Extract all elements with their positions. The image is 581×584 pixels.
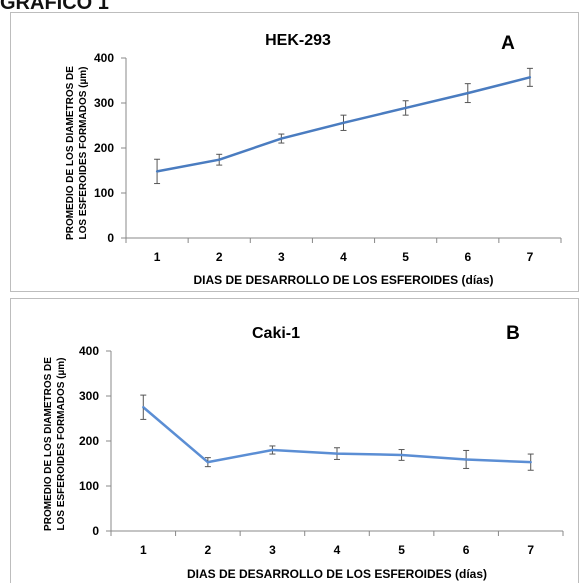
- data-point: [464, 458, 468, 461]
- x-tick-label: 3: [278, 250, 285, 264]
- x-tick-label: 2: [216, 250, 223, 264]
- x-tick-label: 2: [205, 543, 212, 557]
- data-point: [404, 106, 407, 110]
- chart-title: HEK-293: [265, 32, 331, 49]
- data-point: [142, 406, 145, 409]
- y-tick-label: 0: [92, 524, 99, 538]
- data-point: [218, 158, 221, 161]
- data-point: [529, 460, 532, 464]
- data-point: [206, 460, 210, 464]
- x-tick-label: 3: [269, 543, 276, 557]
- y-tick-label: 300: [94, 96, 114, 110]
- x-tick-label: 7: [527, 543, 534, 557]
- data-point: [155, 170, 159, 173]
- x-tick-label: 5: [398, 543, 405, 557]
- x-tick-label: 5: [402, 250, 409, 264]
- figure-heading: GRAFICO 1: [0, 0, 109, 14]
- x-axis-label: DIAS DE DESARROLLO DE LOS ESFEROIDES (dí…: [187, 567, 487, 581]
- panel-letter: A: [501, 33, 515, 54]
- x-tick-label: 7: [527, 250, 534, 264]
- x-tick-label: 4: [340, 250, 347, 264]
- data-point: [400, 453, 403, 457]
- data-point: [466, 91, 469, 95]
- chart-svg-caki1: 0 100 200 300 400 1 2 3 4 5 6 7 Caki-1 B DIAS DE DESAR…: [43, 323, 564, 581]
- data-point: [335, 452, 339, 455]
- y-tick-label: 300: [79, 389, 99, 403]
- chart-title: Caki-1: [252, 325, 300, 342]
- x-tick-label: 6: [463, 543, 470, 557]
- y-axis-label: PROMEDIO DE LOS DIAMETROS DE LOS ESFEROID…: [65, 66, 89, 240]
- x-tick-label: 4: [334, 543, 341, 557]
- panel-letter: B: [506, 323, 520, 344]
- y-axis-label-line: LOS ESFEROIDES FORMADOS (µm): [56, 358, 67, 531]
- data-point: [280, 137, 283, 140]
- y-tick-label: 100: [79, 479, 99, 493]
- chart-panel-hek293: 0 100 200 300 400 1 2 3 4 5 6 7 HEK-293 A DIAS DE DESA…: [10, 12, 579, 292]
- x-tick-label: 1: [154, 250, 161, 264]
- y-tick-label: 100: [94, 186, 114, 200]
- y-tick-label: 200: [79, 434, 99, 448]
- chart-svg-hek293: 0 100 200 300 400 1 2 3 4 5 6 7 HEK-293 A DIAS DE DESA…: [65, 32, 562, 287]
- x-axis-label: DIAS DE DESARROLLO DE LOS ESFEROIDES (dí…: [193, 273, 493, 287]
- data-point: [528, 76, 532, 79]
- chart-panel-caki1: 0 100 200 300 400 1 2 3 4 5 6 7 Caki-1 B DIAS DE DESAR…: [10, 298, 579, 583]
- y-axis-label-line: PROMEDIO DE LOS DIAMETROS DE: [65, 66, 76, 240]
- y-tick-label: 400: [79, 344, 99, 358]
- y-axis-label: PROMEDIO DE LOS DIAMETROS DE LOS ESFEROID…: [43, 357, 67, 531]
- y-tick-label: 400: [94, 51, 114, 65]
- y-tick-label: 0: [107, 231, 114, 245]
- data-point: [342, 121, 345, 125]
- y-axis-label-line: PROMEDIO DE LOS DIAMETROS DE: [43, 357, 54, 531]
- y-axis-label-line: LOS ESFEROIDES FORMADOS (µm): [78, 67, 89, 240]
- data-point: [271, 448, 274, 452]
- y-tick-label: 200: [94, 141, 114, 155]
- x-tick-label: 1: [140, 543, 147, 557]
- x-tick-label: 6: [464, 250, 471, 264]
